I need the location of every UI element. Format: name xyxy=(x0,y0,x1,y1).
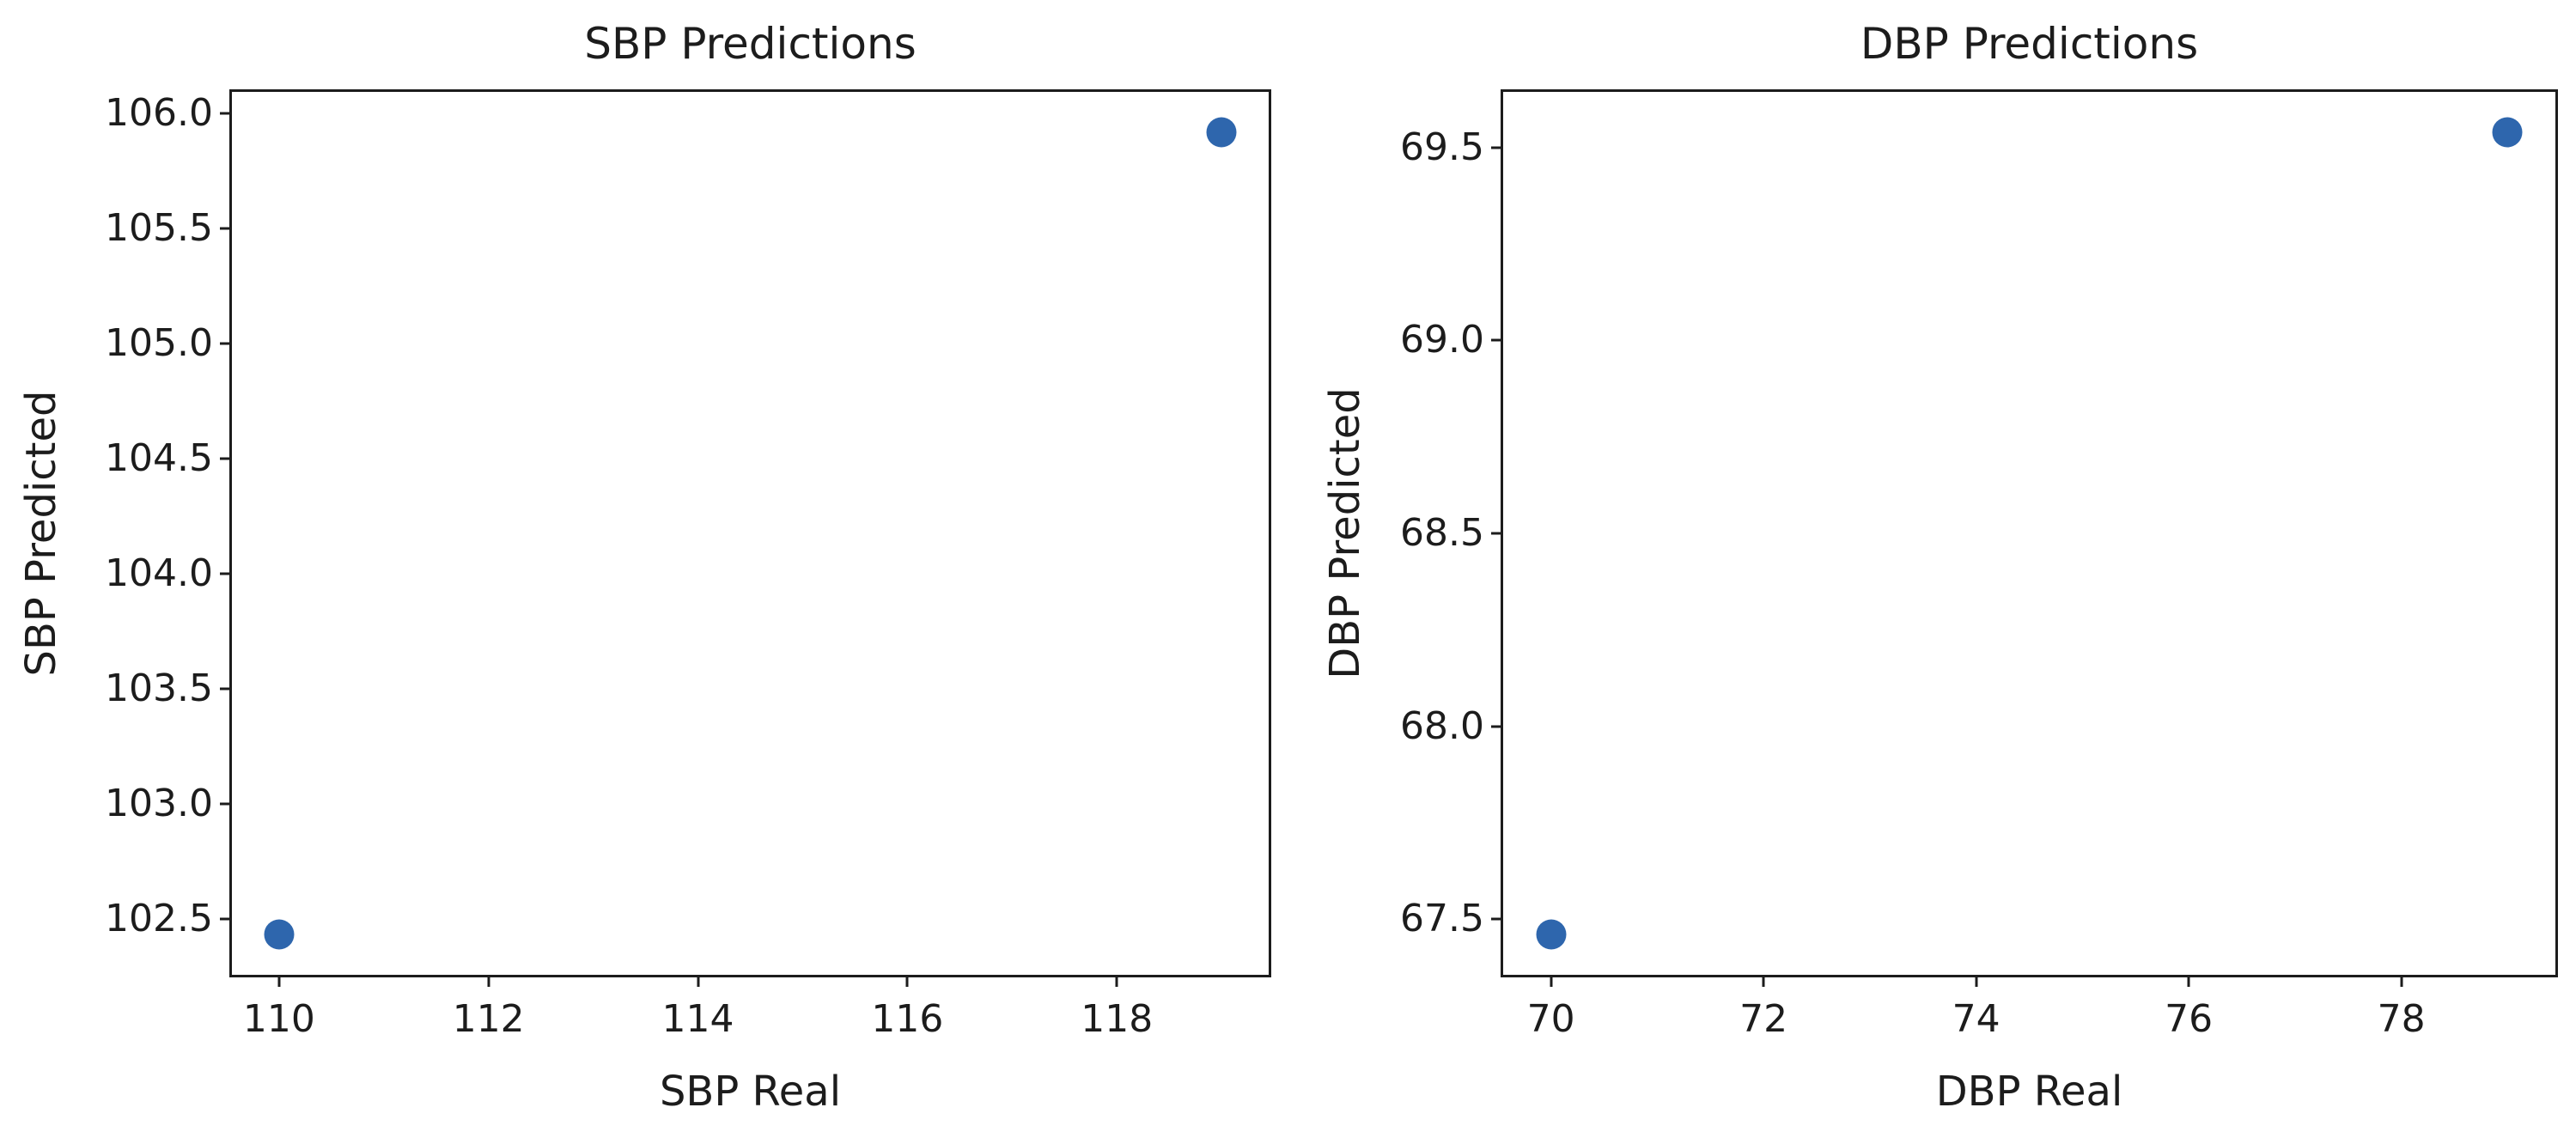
y-tick-mark xyxy=(220,112,232,115)
x-tick-mark xyxy=(277,975,281,987)
y-tick-mark xyxy=(1491,146,1503,149)
y-tick-label: 104.5 xyxy=(105,435,213,480)
y-tick-mark xyxy=(1491,725,1503,728)
x-tick-label: 70 xyxy=(1526,997,1575,1041)
y-tick-label: 104.0 xyxy=(105,551,213,595)
chart-title: SBP Predictions xyxy=(584,19,917,69)
y-tick-label: 69.5 xyxy=(1400,125,1484,169)
x-tick-label: 76 xyxy=(2165,997,2214,1041)
y-tick-mark xyxy=(1491,338,1503,342)
x-tick-mark xyxy=(1550,975,1553,987)
y-tick-mark xyxy=(220,457,232,460)
y-tick-label: 105.5 xyxy=(105,206,213,251)
x-tick-label: 72 xyxy=(1739,997,1788,1041)
x-tick-mark xyxy=(1975,975,1978,987)
y-tick-label: 69.0 xyxy=(1400,318,1484,362)
x-tick-label: 78 xyxy=(2377,997,2426,1041)
sbp-plot-area: SBP Predictions SBP Real SBP Predicted 1… xyxy=(17,19,1271,1116)
y-tick-mark xyxy=(220,802,232,806)
y-tick-mark xyxy=(1491,917,1503,921)
y-tick-label: 102.5 xyxy=(105,896,213,940)
x-tick-label: 110 xyxy=(242,997,315,1041)
y-axis-label: DBP Predicted xyxy=(1321,387,1369,679)
chart-title: DBP Predictions xyxy=(1860,19,2199,69)
x-tick-label: 74 xyxy=(1952,997,2001,1041)
x-tick-label: 112 xyxy=(452,997,525,1041)
x-tick-mark xyxy=(487,975,490,987)
x-tick-label: 116 xyxy=(871,997,944,1041)
y-tick-label: 106.0 xyxy=(105,91,213,136)
y-tick-label: 103.0 xyxy=(105,781,213,825)
x-tick-mark xyxy=(2400,975,2403,987)
scatter-point xyxy=(264,919,295,950)
dbp-plot-area: DBP Predictions DBP Real DBP Predicted 7… xyxy=(1321,19,2558,1116)
x-tick-mark xyxy=(697,975,700,987)
x-tick-mark xyxy=(905,975,909,987)
x-tick-mark xyxy=(2187,975,2190,987)
y-tick-mark xyxy=(220,572,232,575)
y-tick-label: 67.5 xyxy=(1400,897,1484,941)
x-tick-mark xyxy=(1115,975,1118,987)
y-tick-label: 105.0 xyxy=(105,321,213,366)
y-tick-label: 103.5 xyxy=(105,666,213,710)
scatter-point xyxy=(1206,117,1237,148)
y-tick-mark xyxy=(1491,532,1503,535)
y-tick-mark xyxy=(220,227,232,230)
x-tick-label: 118 xyxy=(1081,997,1154,1041)
scatter-point xyxy=(1536,919,1567,950)
y-tick-mark xyxy=(220,687,232,691)
y-tick-label: 68.0 xyxy=(1400,703,1484,748)
y-tick-mark xyxy=(220,342,232,345)
y-tick-mark xyxy=(220,917,232,921)
x-axis-label: DBP Real xyxy=(1935,1068,2123,1116)
scatter-point xyxy=(2492,117,2523,148)
x-axis-label: SBP Real xyxy=(659,1068,842,1116)
y-tick-label: 68.5 xyxy=(1400,511,1484,555)
x-tick-mark xyxy=(1762,975,1765,987)
x-tick-label: 114 xyxy=(661,997,734,1041)
